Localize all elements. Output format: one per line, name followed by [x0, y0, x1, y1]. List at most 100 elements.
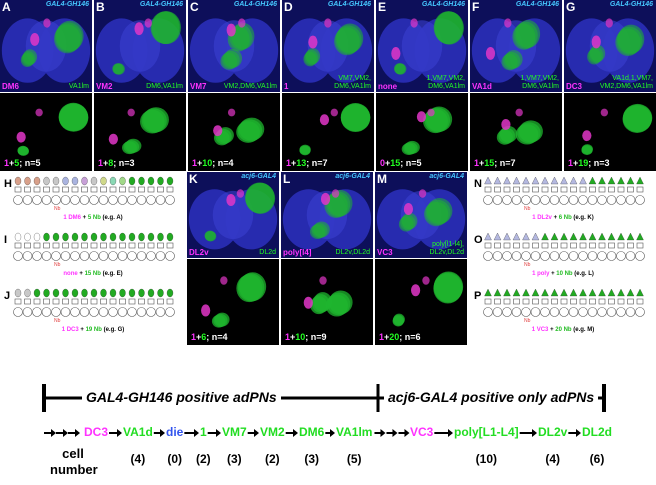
schematic-o: O Nb 1 poly + 10 Nb (e.g. L) [474, 230, 652, 282]
count-plus: + [384, 332, 390, 342]
cell-count: 1+10; n=9 [285, 332, 327, 342]
lineage-va1lm: VA1lm [336, 425, 373, 439]
lineage-dm6: DM6 [299, 425, 325, 439]
cell-count-value: (0) [167, 452, 182, 466]
cell-count: 1+8; n=3 [98, 158, 135, 168]
count-plus: + [196, 332, 202, 342]
caption-magenta: 1 VC3 [531, 327, 549, 333]
caption-example: (e.g. E) [100, 271, 123, 277]
green-label-line: 1,VM7,VM2, [520, 75, 559, 82]
schematic-letter: O [474, 234, 483, 246]
cell-count: 1+19; n=3 [568, 158, 610, 168]
driver-label: GAL4-GH146 [515, 1, 559, 8]
cell-count: 1+20; n=6 [379, 332, 421, 342]
brain-image [188, 182, 278, 250]
caption-plus: + [549, 271, 557, 277]
clone-panel-l: 1+10; n=9 [281, 259, 373, 345]
count-magenta: 1 [98, 158, 104, 168]
lineage-die: die [166, 425, 184, 439]
schematic-caption: 1 VC3 + 20 Nb (e.g. M) [474, 327, 652, 333]
caption-plus: + [548, 327, 556, 333]
cell-count-value: (2) [196, 452, 211, 466]
count-plus: + [573, 158, 579, 168]
brain-image [376, 189, 466, 250]
schematic-n: N Nb 1 DL2v + 6 Nb (e.g. K) [474, 174, 652, 226]
brain-image [108, 107, 169, 155]
lineage-vm7: VM7 [222, 425, 247, 439]
count-magenta: 1 [4, 158, 10, 168]
panel-letter: F [472, 0, 480, 14]
schematic-diagram: Nb [13, 288, 175, 324]
caption-magenta: none [63, 271, 78, 277]
green-label-line: DM6,VA1lm [334, 83, 371, 90]
panel-letter: L [283, 172, 291, 186]
green-label: VM7,VM2, DM6,VA1lm [334, 75, 371, 91]
lineage-poly-l1-l4-: poly[L1-L4] [454, 425, 519, 439]
count-plus: + [103, 158, 109, 168]
schematic-i: I Nb none + 15 Nb (e.g. E) [4, 230, 182, 282]
green-label: DL2v,DL2d [335, 249, 370, 257]
count-plus: + [479, 158, 485, 168]
count-plus: + [9, 158, 15, 168]
brain-image [377, 11, 467, 83]
clone-panel-d: 1+13; n=7 [282, 93, 374, 171]
confocal-panel-a: A GAL4-GH146 DM6 VA1lm [0, 0, 92, 92]
nb-tag: Nb [54, 262, 61, 268]
clone-panel-f: 1+15; n=7 [470, 93, 562, 171]
cell-count: 1+13; n=7 [286, 158, 328, 168]
clone-panel-g: 1+19; n=3 [564, 93, 656, 171]
clone-panel-c: 1+10; n=4 [188, 93, 280, 171]
gh146-label: GAL4-GH146 positive adPNs [82, 389, 281, 405]
cell-count-value: (4) [130, 452, 146, 466]
confocal-panel-d: D GAL4-GH146 1 VM7,VM2, DM6,VA1lm [282, 0, 374, 92]
confocal-panel-g: G GAL4-GH146 DC3 VA1d,1,VM7, VM2,DM6,VA1lm [564, 0, 656, 92]
brain-image [16, 102, 89, 156]
magenta-label: DL2v [189, 248, 209, 257]
caption-example: (e.g. L) [572, 271, 594, 277]
caption-example: (e.g. G) [101, 327, 125, 333]
count-n: ; n=5 [400, 158, 422, 168]
panel-letter: M [377, 172, 387, 186]
magenta-label: DM6 [2, 82, 19, 91]
count-magenta: 1 [379, 332, 385, 342]
brain-image [496, 108, 543, 145]
cell-count-value: (4) [545, 452, 560, 466]
green-label: 1,VM7,VM2, DM6,VA1lm [426, 75, 465, 91]
green-label-line: DL2v,DL2d [335, 249, 370, 256]
schematic-letter: N [474, 178, 482, 190]
schematic-caption: 1 poly + 10 Nb (e.g. L) [474, 271, 652, 277]
caption-magenta: 1 DC3 [61, 327, 79, 333]
caption-example: (e.g. A) [100, 215, 123, 221]
green-label-line: VM2,DM6,VA1lm [599, 83, 653, 90]
green-label-line: VA1lm [68, 83, 89, 90]
brain-image [392, 271, 464, 327]
count-green: 6 [201, 332, 207, 342]
clone-panel-e: 0+15; n=5 [376, 93, 468, 171]
driver-label: GAL4-GH146 [609, 1, 653, 8]
count-magenta: 1 [285, 332, 291, 342]
driver-label: acj6-GAL4 [429, 173, 464, 180]
caption-magenta: 1 DL2v [532, 215, 552, 221]
brain-image [201, 272, 267, 328]
lineage-dc3: DC3 [84, 425, 109, 439]
cell-number-label: cell number [50, 446, 98, 477]
caption-green: 6 Nb [558, 215, 572, 221]
cell-count-value: (10) [475, 452, 497, 466]
confocal-panel-f: F GAL4-GH146 VA1d 1,VM7,VM2, DM6,VA1lm [470, 0, 562, 92]
count-n: ; n=5 [19, 158, 41, 168]
caption-magenta: 1 DM6 [63, 215, 82, 221]
count-green: 15 [484, 158, 495, 168]
cell-count-value: (2) [265, 452, 280, 466]
brain-image [282, 189, 372, 250]
caption-plus: + [77, 271, 85, 277]
green-label-line: VM7,VM2, [338, 75, 371, 82]
brain-image [401, 106, 453, 155]
cell-count-value: (3) [227, 452, 242, 466]
caption-example: (e.g. K) [571, 215, 594, 221]
count-green: 10 [202, 158, 213, 168]
nb-tag: Nb [524, 262, 531, 268]
count-green: 5 [14, 158, 20, 168]
